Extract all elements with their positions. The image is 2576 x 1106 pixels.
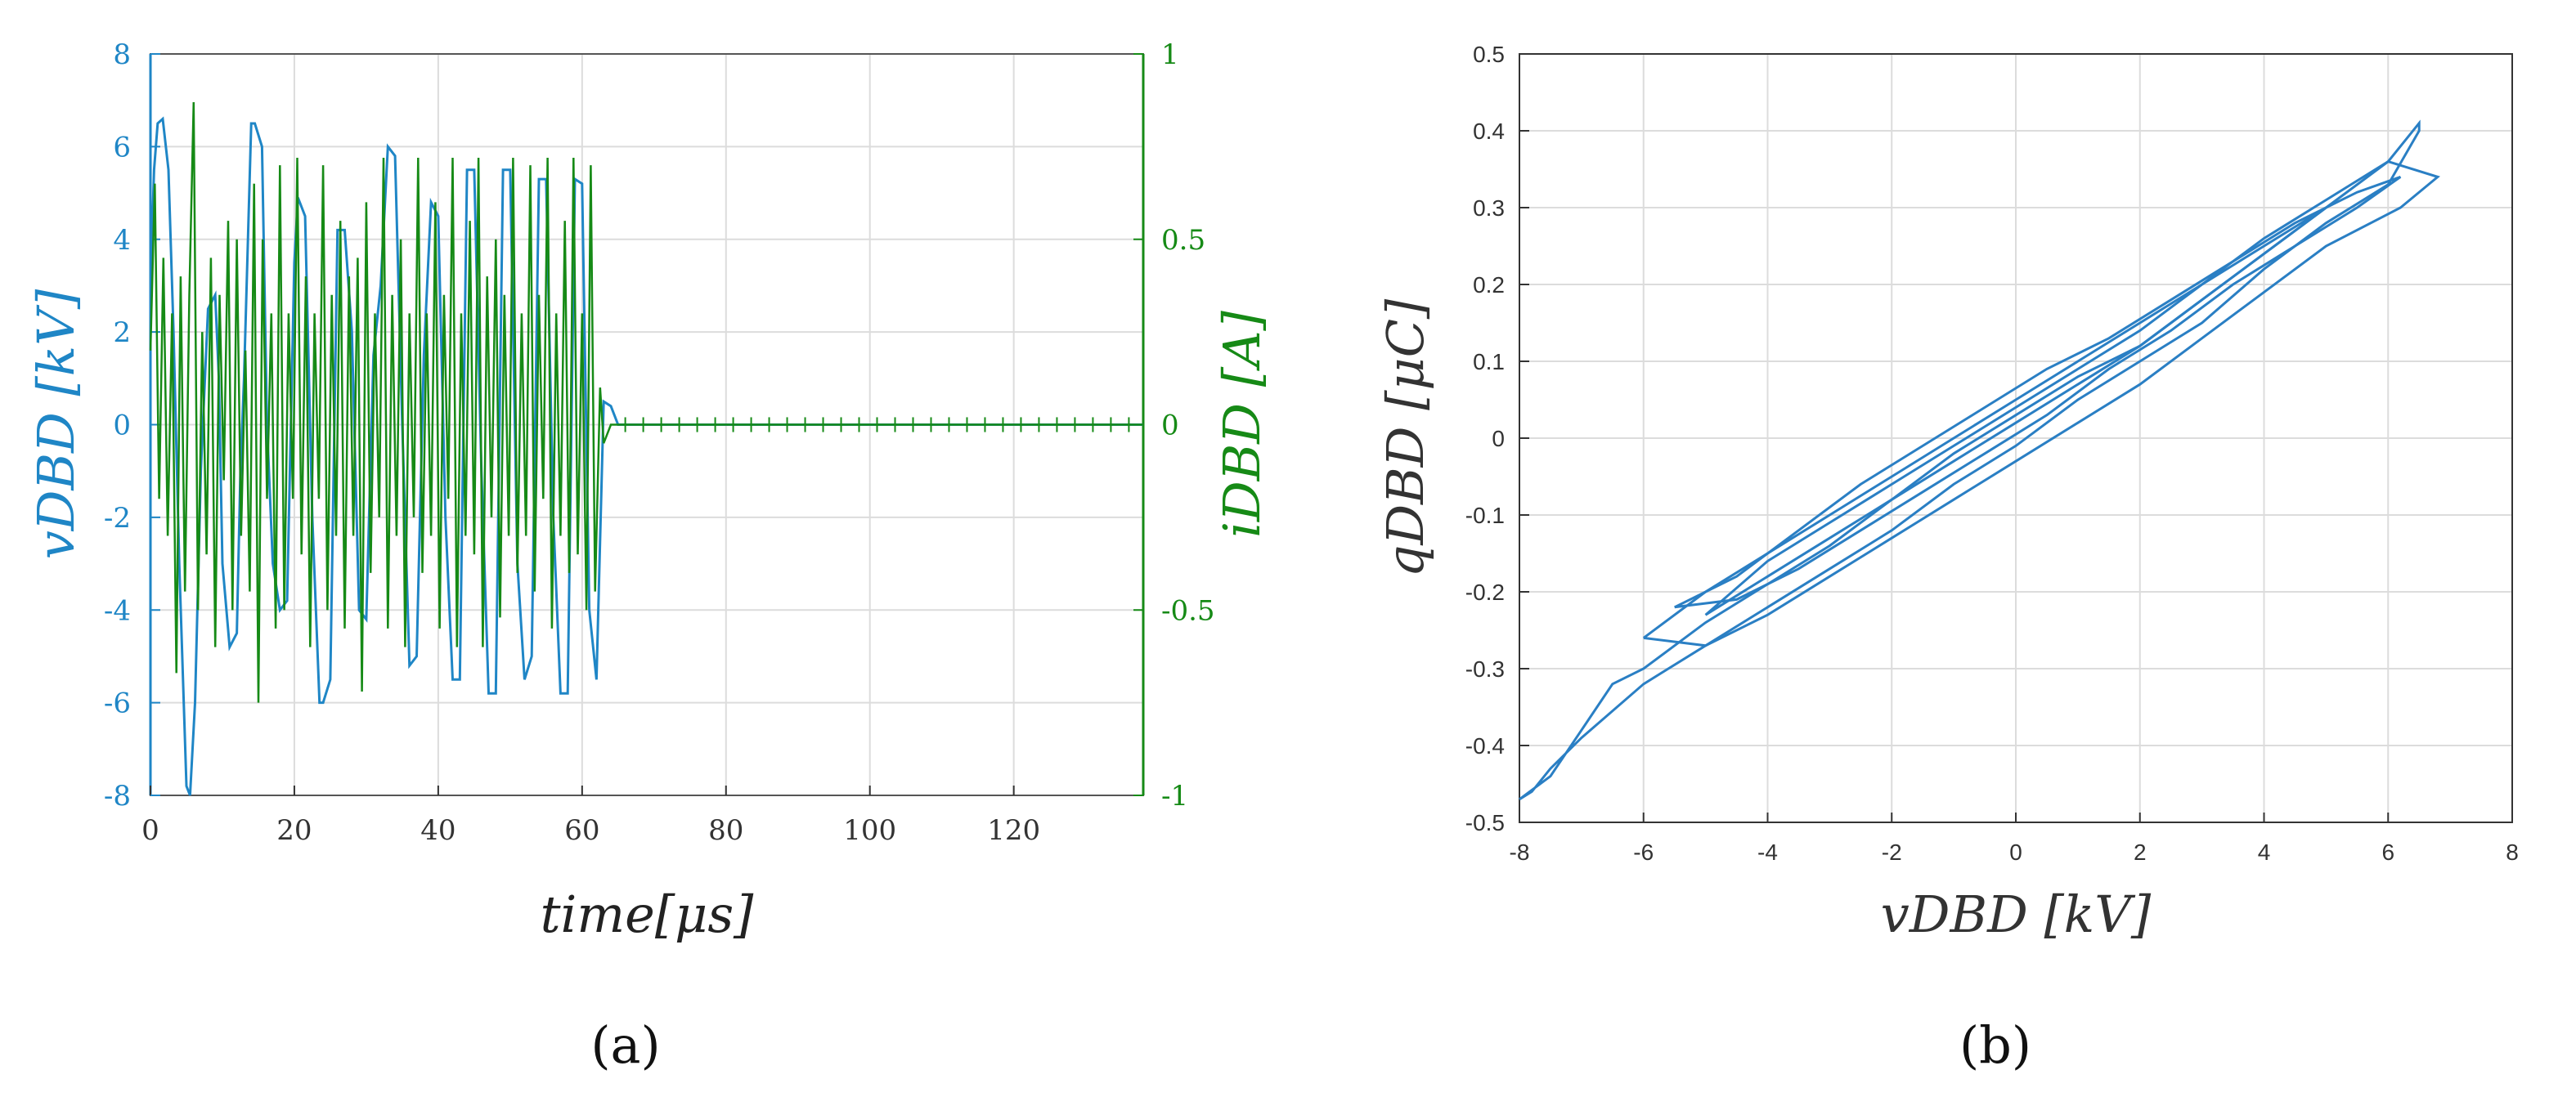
chart-b-loop-2: [1642, 159, 2440, 647]
chart-a-ytick-right-label: 1: [1161, 38, 1179, 71]
chart-b-ylabel: qDBD [μC]: [1376, 298, 1435, 577]
chart-a-series: [149, 101, 1143, 796]
chart-b-panel-label: (b): [1959, 1015, 2031, 1075]
chart-a-xtick-label: 60: [564, 814, 599, 847]
chart-b-xtick-label: -4: [1757, 840, 1778, 865]
chart-b-ytick-label: -0.1: [1465, 503, 1505, 528]
chart-a-ytick-left-label: -4: [104, 594, 131, 627]
chart-b-loop-4: [1704, 206, 2327, 616]
chart-a-xtick-label: 100: [843, 814, 896, 847]
chart-a-ytick-left-label: 0: [113, 410, 131, 442]
chart-b-ytick-label: -0.3: [1465, 656, 1505, 682]
chart-b-xlabel: vDBD [kV]: [1881, 884, 2152, 944]
chart-a-series-current: [149, 101, 1143, 703]
chart-a-xtick-label: 120: [987, 814, 1040, 847]
chart-a-ytick-left-label: -8: [104, 780, 131, 813]
chart-a-ytick-right-label: 0: [1161, 410, 1179, 442]
chart-a-xtick-label: 40: [420, 814, 456, 847]
chart-b-ticks: -8 -6 -4 -2 0 2 4 6 8 -0.5 -0.4 -0.3 -0.2 -0.1 0 0.1 0.2…: [1465, 42, 2519, 865]
chart-b-xtick-label: -8: [1510, 840, 1530, 865]
chart-b-ytick-label: -0.2: [1465, 580, 1505, 605]
chart-b-xtick-label: -6: [1633, 840, 1654, 865]
chart-a-ytick-left-label: -2: [104, 502, 131, 535]
chart-b-xtick-label: 8: [2506, 840, 2519, 865]
chart-a-ylabel-right: iDBD [A]: [1212, 310, 1272, 537]
chart-b-ytick-label: 0.2: [1473, 272, 1505, 298]
chart-a-panel-label: (a): [590, 1015, 660, 1075]
chart-b-grid: [1519, 53, 2513, 823]
chart-b-ytick-label: 0.1: [1473, 349, 1505, 374]
chart-b-ytick-label: 0.4: [1473, 119, 1505, 144]
chart-b-xtick-label: 2: [2134, 840, 2147, 865]
chart-b-ytick-label: 0.5: [1473, 42, 1505, 67]
chart-a-ticks: 0 20 40 60 80 100 120 -8 -6 -4 -2 0 2 4 6 8 -1 -0.5 0 0.5 1: [104, 38, 1215, 847]
chart-b-ytick-label: -0.5: [1465, 810, 1505, 835]
chart-b-loop-3: [1674, 175, 2402, 609]
chart-a-ytick-left-label: 2: [113, 316, 131, 349]
chart-a-ytick-right-label: -1: [1161, 780, 1188, 813]
chart-b-ytick-label: -0.4: [1465, 733, 1505, 759]
chart-a-xtick-label: 0: [141, 814, 159, 847]
chart-a-ytick-right-label: 0.5: [1161, 224, 1205, 257]
chart-b-xtick-label: 0: [2009, 840, 2022, 865]
chart-b-ytick-label: 0: [1492, 426, 1505, 451]
chart-b-series: [1519, 119, 2440, 801]
chart-a-ylabel-left: vDBD [kV]: [26, 289, 86, 559]
chart-a-ytick-right-label: -0.5: [1161, 594, 1215, 627]
chart-a-xtick-label: 20: [276, 814, 312, 847]
chart-b-xtick-label: 6: [2381, 840, 2394, 865]
chart-b-ytick-label: 0.3: [1473, 195, 1505, 221]
chart-a-ytick-left-label: 8: [113, 38, 131, 71]
chart-a-xlabel: time[μs]: [541, 884, 755, 944]
chart-a-ytick-left-label: 4: [113, 224, 131, 257]
chart-a-ytick-left-label: -6: [104, 687, 131, 720]
chart-a-ytick-left-label: 6: [113, 131, 131, 163]
chart-b-xtick-label: 4: [2258, 840, 2271, 865]
chart-a: 0 20 40 60 80 100 120-8-6-4-202468-1-0.500.51 …: [26, 38, 1272, 1075]
chart-b-xtick-label: -2: [1882, 840, 1902, 865]
chart-b: -8 -6 -4 -2 0 2 4 6 8 -0.5 -0.4 -0.3 -0.2 -0.1 0 0.1 0.2…: [1376, 42, 2519, 1075]
chart-a-series-voltage: [149, 116, 1143, 796]
chart-a-xtick-label: 80: [708, 814, 743, 847]
